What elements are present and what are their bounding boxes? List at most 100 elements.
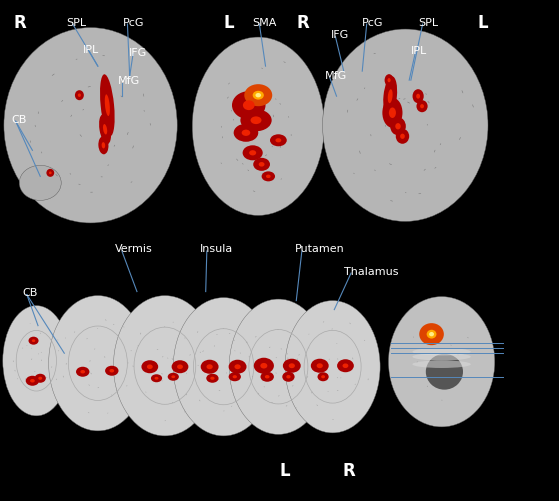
Ellipse shape [234, 364, 241, 369]
Ellipse shape [75, 90, 84, 100]
Ellipse shape [147, 364, 153, 369]
Ellipse shape [395, 123, 401, 129]
Ellipse shape [102, 142, 105, 148]
Text: CB: CB [22, 288, 38, 298]
Ellipse shape [270, 134, 287, 146]
Ellipse shape [110, 369, 114, 373]
Ellipse shape [192, 37, 324, 215]
Ellipse shape [429, 332, 434, 336]
Text: MfG: MfG [325, 71, 348, 81]
Ellipse shape [234, 124, 258, 142]
Ellipse shape [382, 98, 402, 128]
Ellipse shape [260, 363, 267, 369]
Text: MfG: MfG [117, 76, 140, 86]
Text: SPL: SPL [66, 18, 86, 28]
Ellipse shape [400, 134, 405, 139]
Ellipse shape [172, 360, 188, 373]
Ellipse shape [49, 296, 147, 431]
Ellipse shape [387, 78, 391, 82]
Text: SMA: SMA [253, 18, 277, 28]
Ellipse shape [318, 372, 329, 381]
Ellipse shape [113, 296, 216, 436]
Text: R: R [296, 14, 309, 32]
Ellipse shape [210, 377, 215, 380]
Ellipse shape [244, 84, 272, 106]
Ellipse shape [343, 363, 348, 368]
Ellipse shape [413, 353, 471, 361]
Ellipse shape [383, 76, 397, 116]
Text: L: L [280, 462, 290, 480]
Ellipse shape [282, 372, 295, 382]
Text: Putamen: Putamen [295, 244, 345, 255]
Ellipse shape [249, 150, 256, 155]
Ellipse shape [26, 376, 39, 386]
Ellipse shape [265, 375, 269, 379]
Text: L: L [478, 14, 489, 32]
Ellipse shape [262, 171, 275, 181]
Ellipse shape [232, 91, 266, 119]
Ellipse shape [201, 360, 219, 374]
Ellipse shape [30, 379, 35, 383]
Ellipse shape [20, 165, 61, 200]
Ellipse shape [99, 114, 111, 144]
Ellipse shape [388, 89, 392, 103]
Ellipse shape [427, 330, 437, 339]
Ellipse shape [173, 298, 274, 436]
Ellipse shape [253, 91, 264, 100]
Text: SPL: SPL [418, 18, 438, 28]
Ellipse shape [206, 374, 219, 383]
Ellipse shape [385, 74, 394, 86]
Ellipse shape [105, 366, 119, 376]
Ellipse shape [3, 306, 70, 416]
Text: Thalamus: Thalamus [344, 267, 398, 277]
Ellipse shape [337, 359, 354, 372]
Ellipse shape [426, 354, 463, 390]
Text: PcG: PcG [123, 18, 144, 28]
Ellipse shape [389, 108, 396, 118]
Ellipse shape [141, 360, 158, 373]
Text: R: R [342, 462, 355, 480]
Text: IPL: IPL [83, 45, 99, 55]
Ellipse shape [241, 130, 250, 136]
Ellipse shape [283, 359, 301, 373]
Ellipse shape [38, 377, 42, 380]
Ellipse shape [100, 74, 115, 136]
Ellipse shape [413, 361, 471, 368]
Ellipse shape [233, 375, 237, 378]
Text: Insula: Insula [200, 244, 233, 255]
Ellipse shape [98, 136, 108, 154]
Ellipse shape [171, 375, 176, 378]
Ellipse shape [154, 377, 159, 380]
Text: PcG: PcG [362, 18, 383, 28]
Ellipse shape [243, 100, 254, 110]
Ellipse shape [206, 364, 213, 369]
Ellipse shape [254, 358, 274, 374]
Ellipse shape [323, 29, 488, 221]
Ellipse shape [32, 339, 35, 342]
Ellipse shape [288, 363, 295, 368]
Ellipse shape [105, 94, 110, 116]
Ellipse shape [419, 323, 444, 345]
Ellipse shape [260, 372, 274, 382]
Ellipse shape [229, 299, 328, 434]
Text: IFG: IFG [331, 30, 349, 40]
Ellipse shape [276, 138, 281, 142]
Ellipse shape [413, 348, 471, 356]
Text: L: L [224, 14, 234, 32]
Ellipse shape [229, 360, 247, 374]
Ellipse shape [285, 301, 380, 433]
Ellipse shape [250, 116, 262, 124]
Ellipse shape [243, 145, 263, 160]
Ellipse shape [168, 373, 179, 381]
Text: IPL: IPL [411, 46, 427, 56]
Ellipse shape [80, 370, 85, 374]
Ellipse shape [390, 117, 406, 135]
Ellipse shape [413, 89, 424, 103]
Ellipse shape [259, 162, 264, 167]
Ellipse shape [416, 100, 428, 112]
Ellipse shape [78, 94, 81, 97]
Ellipse shape [316, 363, 323, 368]
Ellipse shape [4, 28, 177, 223]
Ellipse shape [253, 158, 270, 171]
Ellipse shape [177, 364, 183, 369]
